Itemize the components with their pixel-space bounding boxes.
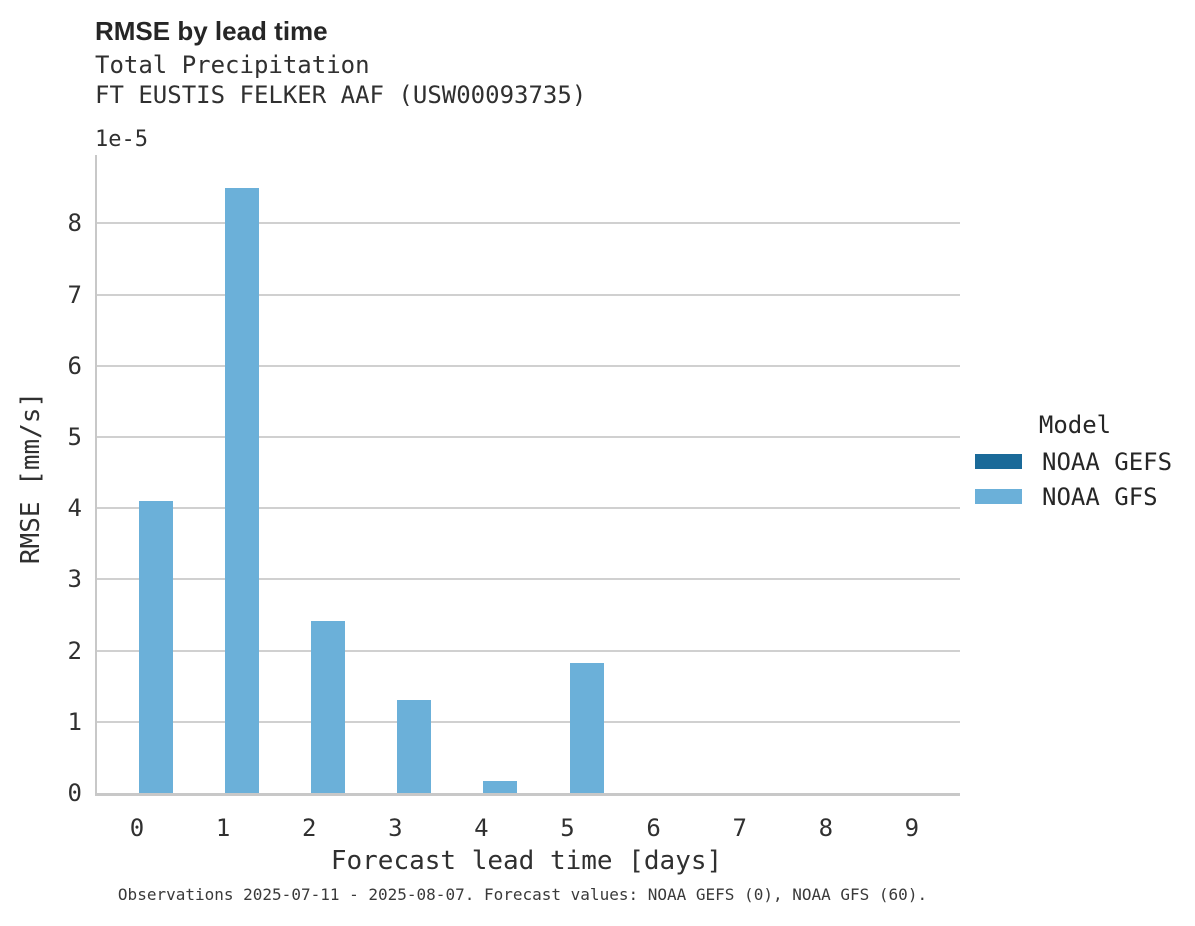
gridline-y-1 bbox=[97, 720, 960, 723]
y-tick-label-6: 6 bbox=[67, 351, 82, 380]
bar-noaa-gfs-day-4 bbox=[483, 780, 518, 793]
figure-caption: Observations 2025-07-11 - 2025-08-07. Fo… bbox=[117, 885, 928, 904]
chart-subtitle-station: FT EUSTIS FELKER AAF (USW00093735) bbox=[95, 81, 587, 109]
chart-title: RMSE by lead time bbox=[95, 16, 328, 46]
y-tick-label-0: 0 bbox=[67, 779, 82, 807]
y-axis-offset-label: 1e-5 bbox=[95, 127, 148, 152]
gridline-y-2 bbox=[97, 649, 960, 652]
bar-noaa-gfs-day-3 bbox=[397, 700, 432, 793]
legend-label: NOAA GEFS bbox=[1042, 447, 1173, 476]
y-tick-label-5: 5 bbox=[67, 422, 82, 451]
legend-label: NOAA GFS bbox=[1042, 482, 1158, 511]
x-tick-label-2: 2 bbox=[301, 814, 317, 842]
y-tick-label-4: 4 bbox=[67, 494, 82, 523]
legend: Model NOAA GEFS NOAA GFS bbox=[975, 412, 1175, 514]
x-tick-label-9: 9 bbox=[904, 814, 920, 842]
gridline-y-8 bbox=[97, 222, 960, 225]
gridline-y-5 bbox=[97, 435, 960, 438]
y-tick-label-1: 1 bbox=[67, 707, 82, 736]
x-tick-label-3: 3 bbox=[388, 814, 403, 842]
legend-swatch-icon bbox=[975, 489, 1022, 504]
plot-area bbox=[95, 155, 960, 796]
legend-entry-noaa-gfs: NOAA GFS bbox=[975, 479, 1175, 514]
y-tick-label-7: 7 bbox=[67, 280, 82, 309]
legend-swatch-icon bbox=[975, 454, 1022, 469]
gridline-y-7 bbox=[97, 293, 960, 296]
x-tick-label-6: 6 bbox=[646, 814, 661, 842]
bar-noaa-gfs-day-1 bbox=[225, 187, 260, 793]
bar-noaa-gfs-day-5 bbox=[569, 663, 604, 793]
legend-title: Model bbox=[1038, 411, 1112, 439]
x-tick-label-0: 0 bbox=[129, 814, 145, 842]
x-tick-label-8: 8 bbox=[818, 814, 834, 842]
gridline-y-4 bbox=[97, 507, 960, 510]
gridline-y-6 bbox=[97, 364, 960, 367]
x-tick-label-1: 1 bbox=[215, 814, 231, 842]
x-tick-label-5: 5 bbox=[560, 814, 575, 842]
x-tick-label-7: 7 bbox=[732, 814, 747, 842]
bar-noaa-gfs-day-0 bbox=[139, 501, 173, 793]
gridline-y-3 bbox=[97, 578, 960, 581]
y-tick-label-8: 8 bbox=[67, 209, 82, 238]
bar-noaa-gfs-day-2 bbox=[311, 620, 346, 793]
y-tick-label-3: 3 bbox=[67, 565, 82, 594]
y-tick-label-2: 2 bbox=[67, 636, 82, 665]
legend-entry-noaa-gefs: NOAA GEFS bbox=[975, 444, 1175, 479]
x-axis-title: Forecast lead time [days] bbox=[330, 846, 723, 876]
chart-subtitle-variable: Total Precipitation bbox=[95, 51, 370, 79]
x-tick-label-4: 4 bbox=[474, 814, 489, 842]
